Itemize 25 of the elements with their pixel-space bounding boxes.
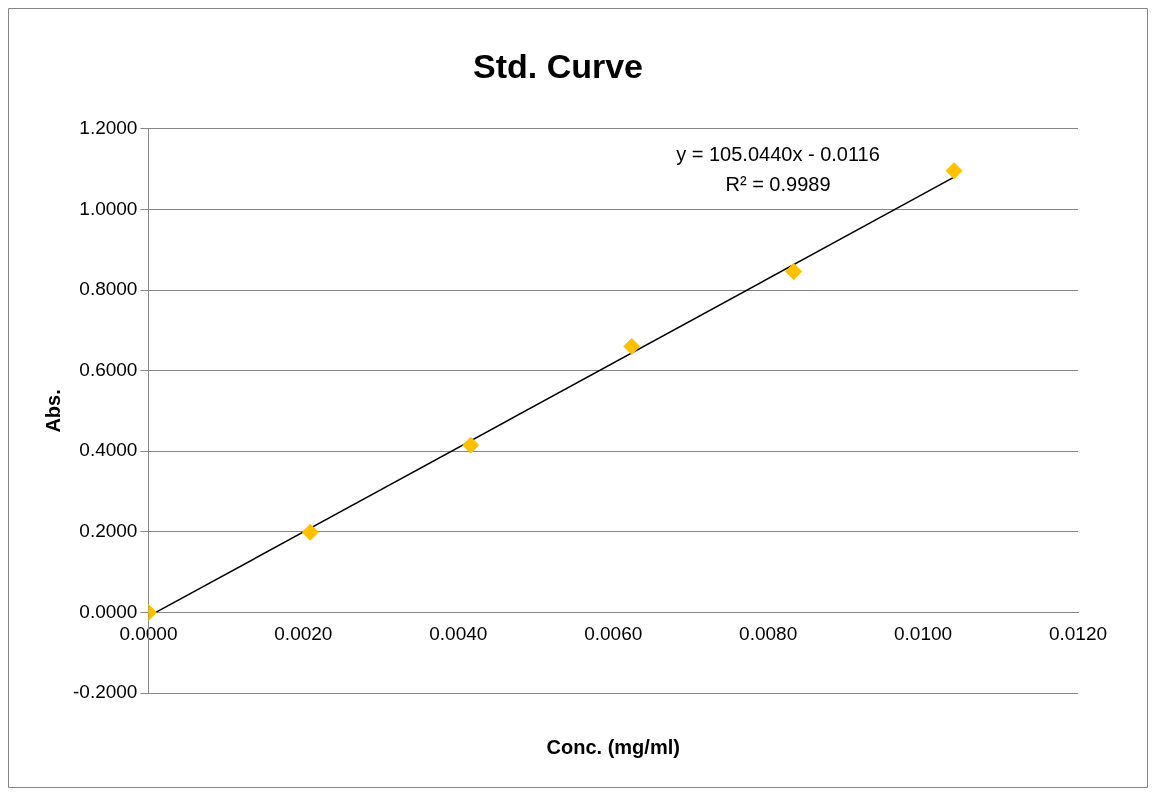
annotation: R² = 0.9989 <box>725 172 831 195</box>
x-tick-label: 0.0060 <box>584 623 643 645</box>
y-axis-title: Abs. <box>41 389 64 433</box>
y-tick-label: 1.0000 <box>79 197 138 219</box>
y-tick-label: 0.8000 <box>79 278 138 300</box>
y-tick-label: 0.6000 <box>79 358 138 380</box>
point <box>945 162 963 180</box>
annotation: y = 105.0440x - 0.0116 <box>676 142 880 165</box>
chart-title: Std. Curve <box>472 46 644 85</box>
x-tick-label: 0.0120 <box>1048 623 1108 645</box>
y-tick-label: -0.2000 <box>72 681 138 703</box>
point <box>301 523 319 541</box>
x-tick-label: 0.0000 <box>119 623 178 645</box>
point <box>785 262 803 280</box>
x-axis-title: Conc. (mg/ml) <box>546 735 680 758</box>
x-tick-label: 0.0080 <box>739 623 798 645</box>
y-tick-label: 0.4000 <box>79 439 138 461</box>
point <box>462 436 480 454</box>
y-tick-label: 0.2000 <box>79 520 138 542</box>
x-tick-label: 0.0020 <box>274 623 333 645</box>
x-tick-label: 0.0100 <box>894 623 953 645</box>
y-tick-label: 0.0000 <box>79 600 138 622</box>
point <box>623 337 641 355</box>
y-tick-label: 1.2000 <box>79 117 138 139</box>
x-tick-label: 0.0040 <box>429 623 488 645</box>
